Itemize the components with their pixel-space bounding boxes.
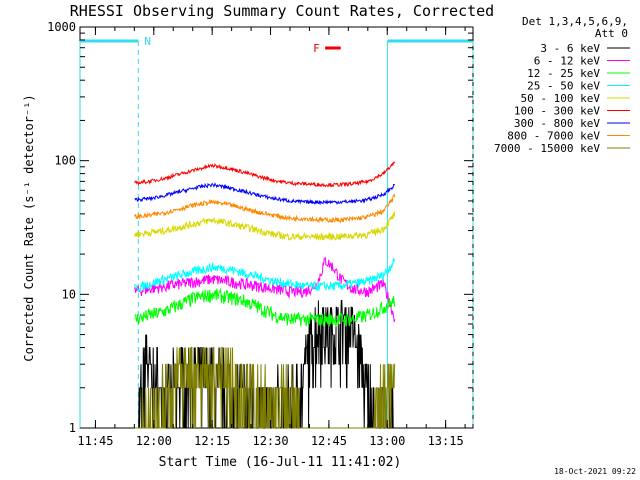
legend-label: 6 - 12 keV (534, 55, 601, 68)
legend-label: 3 - 6 keV (540, 42, 600, 55)
x-tick-label: 13:00 (369, 434, 405, 448)
series-layer (134, 161, 396, 429)
x-tick-label: 12:30 (252, 434, 288, 448)
legend-header-line-1: Det 1,3,4,5,6,9, (522, 15, 628, 28)
series-line-5 (134, 211, 396, 241)
series-line-6 (134, 161, 396, 188)
legend-label: 100 - 300 keV (514, 105, 600, 118)
y-tick-label: 1 (69, 421, 76, 435)
axes-layer: 1 10 100 1000 11:45 12:00 12:15 12:30 12:45 13:00… (47, 20, 473, 448)
x-tick-label: 12:00 (136, 434, 172, 448)
chart-title: RHESSI Observing Summary Count Rates, Co… (70, 2, 494, 20)
series-line-3 (134, 287, 396, 328)
series-line-7 (134, 182, 396, 206)
plot-frame (79, 26, 474, 429)
y-tick-label: 1000 (47, 20, 76, 34)
flare-marker-label: F (313, 42, 320, 55)
night-marker-label: N (144, 35, 151, 48)
y-axis-label: Corrected Count Rate (s⁻¹ detector⁻¹) (22, 94, 36, 361)
legend-label: 800 - 7000 keV (507, 130, 600, 143)
legend-label: 300 - 800 keV (514, 117, 600, 130)
x-tick-label: 11:45 (77, 434, 113, 448)
y-tick-label: 10 (62, 287, 76, 301)
legend-label: 25 - 50 keV (527, 80, 600, 93)
series-line-9 (134, 347, 396, 429)
x-axis-label: Start Time (16-Jul-11 11:41:02) (159, 455, 402, 470)
legend-label: 50 - 100 keV (521, 92, 601, 105)
series-line-4 (134, 257, 396, 292)
x-tick-label: 12:15 (194, 434, 230, 448)
legend-label: 7000 - 15000 keV (494, 142, 600, 155)
series-line-8 (134, 193, 396, 224)
y-tick-label: 100 (54, 154, 76, 168)
series-line-2 (134, 256, 396, 323)
x-tick-label: 13:15 (428, 434, 464, 448)
plot-area (79, 26, 474, 429)
timestamp: 18-Oct-2021 09:22 (554, 467, 636, 476)
legend-label: 12 - 25 keV (527, 67, 600, 80)
legend-header-line-2: Att 0 (595, 27, 628, 40)
x-tick-label: 12:45 (311, 434, 347, 448)
